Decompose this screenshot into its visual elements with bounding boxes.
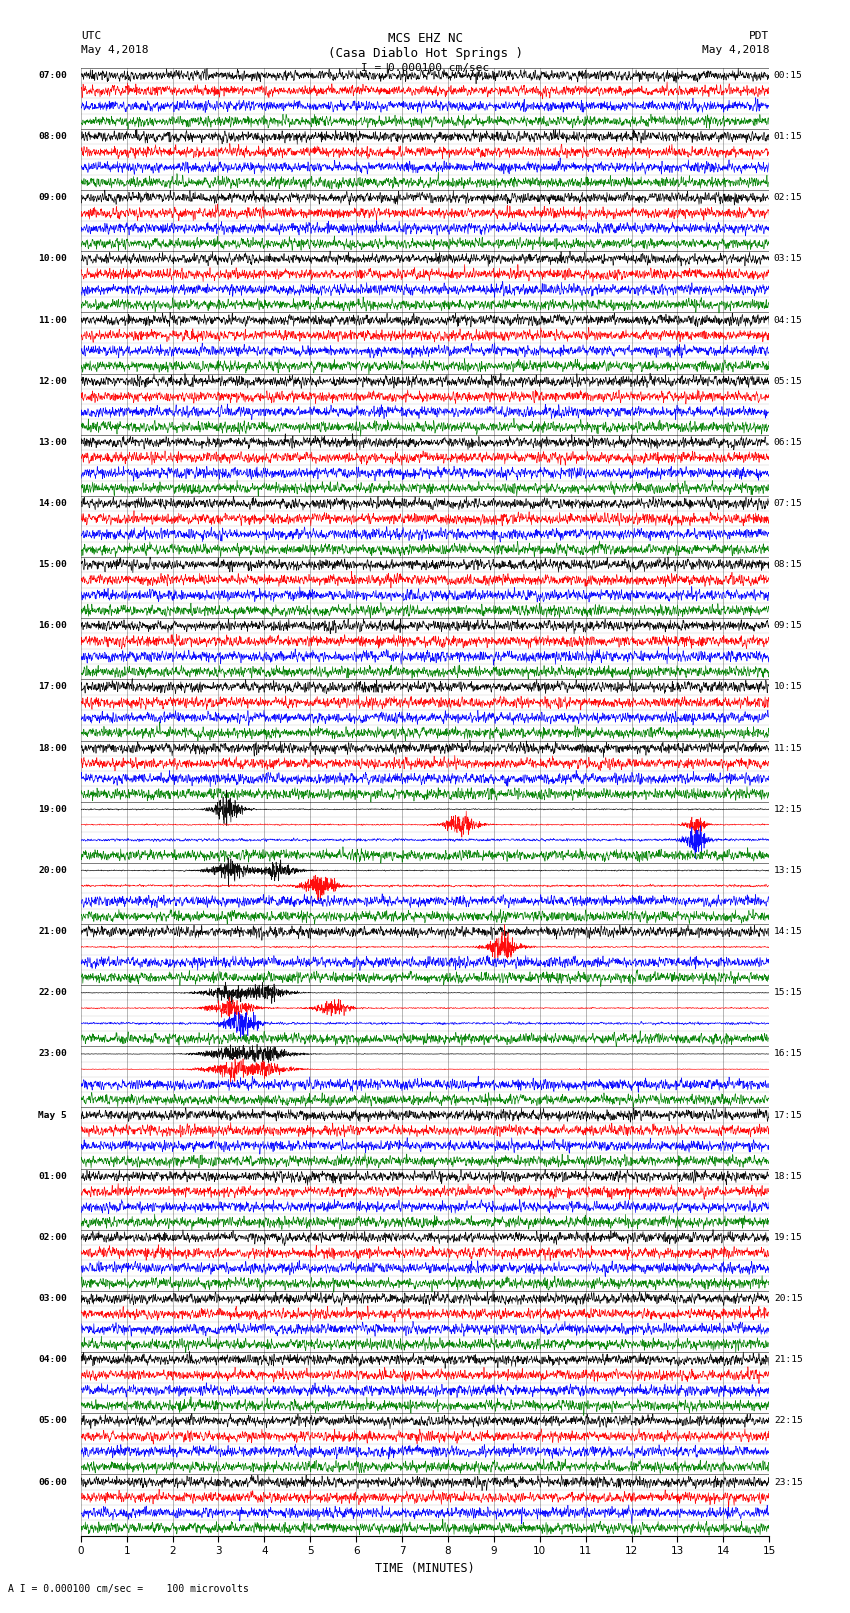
Text: 13:15: 13:15 [774, 866, 802, 874]
Text: May 5: May 5 [38, 1111, 67, 1119]
Text: 07:15: 07:15 [774, 498, 802, 508]
Text: 22:00: 22:00 [38, 989, 67, 997]
Text: May 4,2018: May 4,2018 [81, 45, 148, 55]
Text: May 4,2018: May 4,2018 [702, 45, 769, 55]
Text: (Casa Diablo Hot Springs ): (Casa Diablo Hot Springs ) [327, 47, 523, 60]
Text: 14:00: 14:00 [38, 498, 67, 508]
Text: 02:15: 02:15 [774, 194, 802, 202]
Text: 03:15: 03:15 [774, 255, 802, 263]
Text: 18:15: 18:15 [774, 1171, 802, 1181]
Text: 16:15: 16:15 [774, 1050, 802, 1058]
Text: 08:00: 08:00 [38, 132, 67, 140]
Text: 09:15: 09:15 [774, 621, 802, 631]
Text: |: | [383, 63, 390, 74]
Text: PDT: PDT [749, 31, 769, 40]
Text: 01:00: 01:00 [38, 1171, 67, 1181]
Text: UTC: UTC [81, 31, 101, 40]
Text: 05:00: 05:00 [38, 1416, 67, 1426]
Text: 21:00: 21:00 [38, 927, 67, 936]
Text: 18:00: 18:00 [38, 744, 67, 753]
Text: 11:15: 11:15 [774, 744, 802, 753]
Text: 12:15: 12:15 [774, 805, 802, 815]
Text: 13:00: 13:00 [38, 437, 67, 447]
Text: 23:15: 23:15 [774, 1478, 802, 1487]
Text: 09:00: 09:00 [38, 194, 67, 202]
Text: 10:00: 10:00 [38, 255, 67, 263]
Text: 21:15: 21:15 [774, 1355, 802, 1365]
Text: I = 0.000100 cm/sec: I = 0.000100 cm/sec [361, 63, 489, 73]
Text: 10:15: 10:15 [774, 682, 802, 692]
Text: 16:00: 16:00 [38, 621, 67, 631]
Text: 15:15: 15:15 [774, 989, 802, 997]
Text: 14:15: 14:15 [774, 927, 802, 936]
Text: 04:15: 04:15 [774, 316, 802, 324]
Text: 07:00: 07:00 [38, 71, 67, 81]
Text: 04:00: 04:00 [38, 1355, 67, 1365]
Text: 06:00: 06:00 [38, 1478, 67, 1487]
X-axis label: TIME (MINUTES): TIME (MINUTES) [375, 1561, 475, 1574]
Text: 19:15: 19:15 [774, 1232, 802, 1242]
Text: A I = 0.000100 cm/sec =    100 microvolts: A I = 0.000100 cm/sec = 100 microvolts [8, 1584, 249, 1594]
Text: 12:00: 12:00 [38, 377, 67, 386]
Text: 20:15: 20:15 [774, 1294, 802, 1303]
Text: 06:15: 06:15 [774, 437, 802, 447]
Text: 01:15: 01:15 [774, 132, 802, 140]
Text: 19:00: 19:00 [38, 805, 67, 815]
Text: 00:15: 00:15 [774, 71, 802, 81]
Text: 03:00: 03:00 [38, 1294, 67, 1303]
Text: 11:00: 11:00 [38, 316, 67, 324]
Text: 23:00: 23:00 [38, 1050, 67, 1058]
Text: 17:15: 17:15 [774, 1111, 802, 1119]
Text: 08:15: 08:15 [774, 560, 802, 569]
Text: MCS EHZ NC: MCS EHZ NC [388, 32, 462, 45]
Text: 15:00: 15:00 [38, 560, 67, 569]
Text: 20:00: 20:00 [38, 866, 67, 874]
Text: 05:15: 05:15 [774, 377, 802, 386]
Text: 02:00: 02:00 [38, 1232, 67, 1242]
Text: 22:15: 22:15 [774, 1416, 802, 1426]
Text: 17:00: 17:00 [38, 682, 67, 692]
